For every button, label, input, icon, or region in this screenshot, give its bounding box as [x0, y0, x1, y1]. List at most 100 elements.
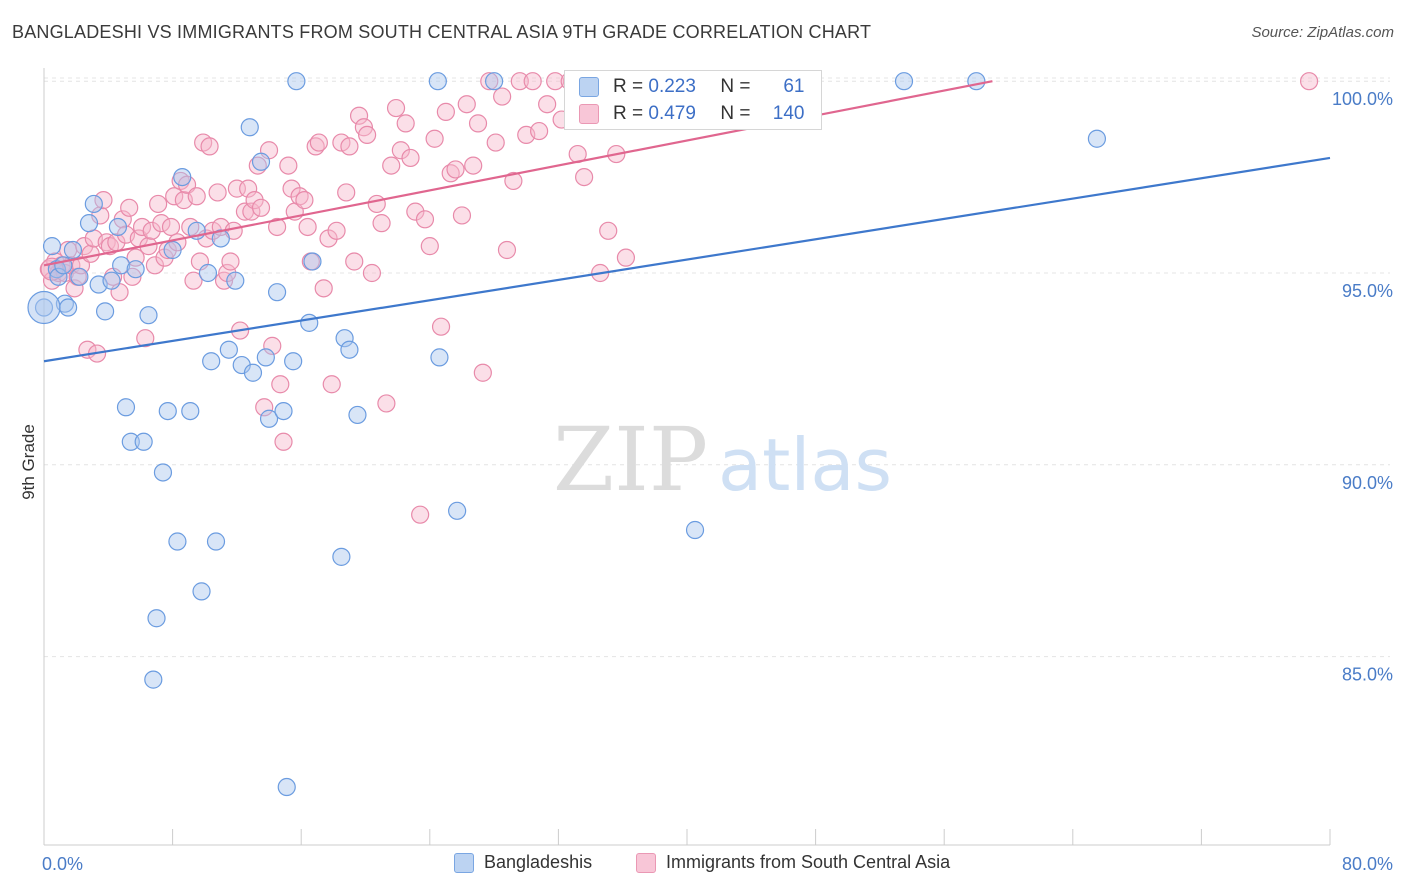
bangladeshis-point — [59, 298, 78, 317]
immigrants-point — [358, 125, 377, 145]
bangladeshis-point — [168, 532, 187, 551]
bangladeshis-point — [284, 352, 303, 371]
immigrants-point — [420, 237, 439, 256]
immigrants-point — [493, 87, 512, 106]
bangladeshis-point — [340, 340, 359, 359]
bangladeshis-point — [277, 777, 296, 797]
immigrants-point — [327, 221, 346, 240]
bottom-legend: Bangladeshis Immigrants from South Centr… — [0, 852, 1406, 878]
y-tick-label: 100.0% — [1332, 89, 1393, 109]
immigrants-point — [377, 394, 396, 413]
immigrants-point — [362, 263, 382, 283]
stats-n-label: N = — [720, 76, 751, 97]
immigrants-point — [161, 217, 181, 237]
y-tick-label: 85.0% — [1342, 665, 1393, 685]
immigrants-point — [431, 317, 451, 336]
immigrants-point — [271, 375, 290, 394]
stats-swatch-pink — [579, 104, 599, 124]
legend-swatch-blue — [454, 852, 474, 873]
bangladeshis-point — [485, 72, 504, 91]
stats-row-immigrants: R = 0.479 N = 140 — [579, 101, 805, 127]
bangladeshis-point — [95, 302, 115, 321]
legend-item-immigrants: Immigrants from South Central Asia — [636, 852, 950, 873]
immigrants-point — [274, 432, 293, 451]
immigrants-point — [263, 336, 282, 355]
chart-title: BANGLADESHI VS IMMIGRANTS FROM SOUTH CEN… — [12, 22, 872, 42]
bangladeshis-point — [448, 501, 467, 520]
immigrants-point — [473, 363, 492, 382]
immigrants-point — [187, 187, 206, 206]
immigrants-point — [322, 375, 341, 394]
immigrants-point — [530, 121, 549, 141]
immigrants-point — [239, 179, 258, 198]
immigrants-point — [81, 244, 100, 263]
immigrants-point — [251, 198, 271, 217]
immigrants-point — [382, 156, 401, 175]
immigrants-point — [65, 279, 84, 298]
y-tick-label: 95.0% — [1342, 281, 1393, 301]
bangladeshis-point — [70, 267, 89, 286]
immigrants-point — [152, 214, 171, 233]
bangladeshis-point — [251, 152, 271, 171]
bangladeshis-point — [84, 194, 103, 214]
bangladeshis-point — [139, 306, 158, 325]
bangladeshis-point — [894, 72, 914, 91]
y-axis-title: 9th Grade — [19, 424, 38, 500]
immigrants-point — [468, 114, 488, 133]
bangladeshis-point — [198, 263, 218, 283]
immigrants-point — [446, 160, 465, 179]
immigrants-point — [425, 129, 444, 148]
bangladeshis-point — [63, 240, 83, 260]
immigrants-point — [480, 72, 499, 91]
legend-label-bangladeshis: Bangladeshis — [484, 852, 593, 872]
immigrants-point — [242, 202, 261, 221]
bangladeshis-point — [259, 409, 279, 428]
bangladeshis-point — [287, 72, 306, 91]
series-bangladeshis-points — [27, 72, 1107, 797]
immigrants-point — [486, 133, 505, 152]
bangladeshis-point — [173, 168, 192, 187]
trend-line-bangladeshis — [43, 156, 1331, 363]
bangladeshis-point — [300, 313, 319, 332]
bangladeshis-point — [335, 329, 354, 348]
immigrants-point — [337, 183, 356, 202]
stats-r-value: 0.479 — [648, 103, 696, 124]
bangladeshis-point — [163, 240, 182, 260]
immigrants-point — [546, 72, 565, 91]
bangladeshis-point — [126, 260, 145, 279]
immigrants-point — [436, 102, 455, 121]
bangladeshis-point — [153, 463, 173, 482]
immigrants-point — [295, 191, 314, 210]
bangladeshis-point — [274, 401, 293, 421]
immigrants-point — [367, 194, 386, 214]
bangladeshis-point-large — [27, 290, 61, 325]
bangladeshis-point — [79, 214, 99, 233]
bangladeshis-point — [192, 582, 211, 601]
trend-line-immigrants — [43, 80, 993, 267]
immigrants-point — [279, 156, 298, 175]
x-tick-label: 80.0% — [1342, 854, 1393, 874]
bangladeshis-point — [134, 432, 153, 451]
immigrants-point — [145, 256, 165, 275]
immigrants-point — [1300, 72, 1319, 91]
stats-n-label: N = — [720, 103, 751, 124]
watermark: ZIP atlas — [553, 408, 892, 511]
bangladeshis-point — [121, 432, 140, 451]
immigrants-point — [497, 240, 517, 260]
immigrants-point — [510, 72, 529, 91]
bangladeshis-point — [144, 670, 163, 689]
bangladeshis-point — [967, 72, 986, 91]
bangladeshis-point — [116, 398, 136, 417]
y-tick-label: 90.0% — [1342, 473, 1393, 493]
immigrants-point — [221, 252, 240, 271]
bangladeshis-point — [430, 348, 449, 367]
bangladeshis-point — [181, 401, 200, 421]
immigrants-point — [184, 271, 203, 290]
bangladeshis-point — [332, 547, 351, 566]
bangladeshis-point — [102, 271, 121, 290]
immigrants-point — [411, 505, 430, 524]
immigrants-point — [208, 183, 227, 202]
stats-n-value: 61 — [783, 76, 805, 97]
x-tick-label: 0.0% — [42, 854, 83, 874]
